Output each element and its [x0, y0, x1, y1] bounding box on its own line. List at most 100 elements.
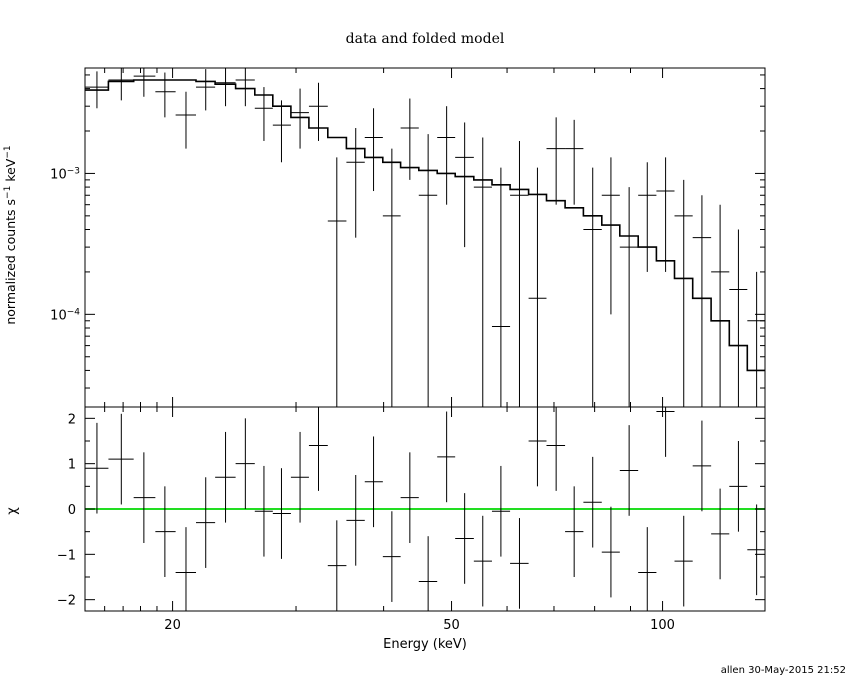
- residual-point: [601, 506, 620, 598]
- x-tick-label: 20: [164, 618, 181, 633]
- residual-point: [364, 436, 383, 528]
- data-point: [510, 140, 529, 407]
- data-point: [656, 157, 675, 272]
- y-tick-label-mantissa: 10: [50, 167, 67, 182]
- residual-point: [729, 441, 748, 532]
- data-point: [308, 82, 328, 141]
- residual-point: [235, 418, 255, 509]
- data-point: [729, 229, 748, 407]
- bottom-axis-ticks: [84, 407, 765, 611]
- bottom-y-axis-label: χ: [5, 507, 20, 515]
- data-points-group: [85, 68, 765, 407]
- residual-point: [510, 518, 529, 609]
- y-tick-label-exponent: −4: [67, 307, 81, 317]
- x-tick-label: 100: [650, 618, 675, 633]
- data-point: [565, 119, 584, 205]
- residual-point: [711, 488, 730, 580]
- residual-point: [491, 465, 511, 557]
- residual-point: [327, 520, 347, 611]
- x-axis-label: Energy (keV): [383, 637, 467, 652]
- top-y-axis-label: normalized counts s−1 keV−1: [3, 145, 18, 324]
- residual-point: [692, 420, 712, 512]
- residual-point: [175, 527, 197, 611]
- residual-point: [155, 486, 176, 577]
- residual-point: [437, 411, 456, 503]
- residual-point: [565, 486, 584, 577]
- residual-point: [674, 515, 693, 607]
- data-point: [747, 271, 765, 407]
- top-y-tick-labels: 10−310−4: [50, 166, 80, 323]
- residual-point: [215, 431, 236, 523]
- data-point: [619, 187, 639, 407]
- data-point: [692, 195, 712, 407]
- residual-point: [382, 511, 401, 602]
- residual-point: [133, 452, 156, 543]
- data-point: [528, 167, 547, 407]
- y-tick-label: 2: [68, 412, 76, 427]
- data-point: [196, 69, 216, 111]
- data-point: [108, 68, 134, 101]
- residual-point: [85, 422, 109, 514]
- residual-point: [254, 465, 273, 557]
- residual-point: [638, 527, 657, 611]
- y-tick-label-mantissa: 10: [50, 308, 67, 323]
- residual-point: [346, 475, 365, 566]
- data-point: [601, 157, 620, 315]
- residual-point: [290, 431, 309, 523]
- y-tick-label: 1: [68, 458, 76, 473]
- data-point: [473, 137, 492, 407]
- bottom-panel: 2 1 0 −1 −2 20 50 100 χ Energy (keV): [5, 406, 766, 652]
- data-point: [235, 68, 255, 107]
- data-point: [327, 157, 347, 407]
- data-point: [455, 122, 474, 248]
- data-point: [674, 179, 693, 407]
- data-point: [546, 117, 566, 205]
- y-tick-label: 10−3: [50, 166, 80, 182]
- data-point: [711, 204, 730, 407]
- data-point: [254, 87, 273, 141]
- bottom-tick-labels: 2 1 0 −1 −2 20 50 100: [57, 412, 675, 633]
- data-point: [364, 108, 383, 192]
- chart-title: data and folded model: [346, 31, 505, 47]
- top-axis-ticks: [84, 68, 765, 407]
- data-point: [437, 106, 456, 205]
- residual-point: [108, 413, 134, 505]
- model-curve-group: [85, 79, 765, 372]
- data-point: [272, 100, 291, 163]
- residual-point: [418, 536, 438, 611]
- residual-point: [583, 456, 602, 548]
- residual-point: [619, 425, 639, 516]
- data-point: [133, 68, 156, 97]
- data-point: [175, 91, 197, 149]
- residual-points-group: [85, 407, 765, 611]
- residual-point: [308, 407, 328, 491]
- data-point: [638, 162, 657, 272]
- residual-point: [455, 493, 474, 584]
- data-point: [418, 134, 438, 407]
- y-tick-label: 10−4: [50, 307, 80, 323]
- footer-timestamp: allen 30-May-2015 21:52: [721, 665, 846, 676]
- residual-point: [656, 407, 675, 457]
- residual-point: [528, 407, 547, 487]
- x-tick-label: 50: [443, 618, 460, 633]
- data-point: [290, 88, 309, 149]
- residual-point: [747, 504, 765, 596]
- y-tick-label: 0: [68, 503, 76, 518]
- residual-point: [272, 468, 291, 559]
- data-point: [491, 167, 511, 407]
- data-point: [583, 167, 602, 407]
- y-tick-label-exponent: −3: [67, 166, 80, 176]
- data-point: [85, 71, 109, 109]
- data-point: [382, 148, 401, 407]
- residual-point: [400, 452, 419, 543]
- top-plot-frame: [84, 67, 766, 408]
- residual-point: [196, 477, 216, 568]
- top-panel: 10−310−4 normalized counts s−1 keV−1: [3, 67, 766, 408]
- data-point: [346, 128, 365, 238]
- data-point: [400, 98, 419, 180]
- y-tick-label: −1: [57, 548, 76, 563]
- data-point: [155, 72, 176, 118]
- residual-point: [473, 515, 492, 607]
- y-tick-label: −2: [57, 594, 76, 609]
